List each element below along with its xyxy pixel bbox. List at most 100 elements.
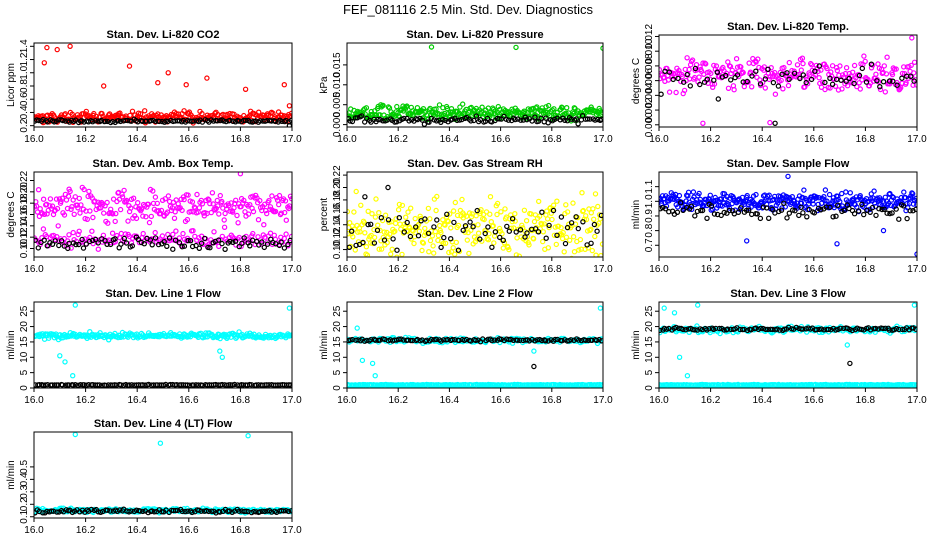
- y-tick-label: 20: [644, 321, 655, 333]
- data-point: [777, 327, 783, 333]
- data-point: [545, 245, 552, 251]
- data-point: [477, 236, 483, 242]
- data-point: [60, 117, 66, 124]
- data-point: [786, 59, 793, 66]
- data-point: [434, 193, 440, 200]
- plot-frame: [33, 301, 293, 389]
- x-tick-label: 16.6: [804, 395, 824, 406]
- data-point: [859, 65, 866, 72]
- x-tick-label: 16.6: [491, 395, 511, 406]
- x-tick-label: 16.6: [804, 264, 824, 275]
- data-point: [674, 209, 681, 215]
- data-point: [35, 245, 42, 251]
- chart-title: Stan. Dev. Li-820 Pressure: [406, 29, 543, 41]
- data-point: [512, 210, 518, 217]
- data-point: [475, 222, 481, 228]
- data-point: [681, 87, 688, 94]
- data-point: [688, 203, 695, 209]
- data-point: [149, 242, 155, 248]
- data-point: [504, 223, 510, 230]
- y-tick-label: 1.2: [19, 52, 30, 66]
- data-point: [743, 207, 750, 214]
- data-point: [450, 208, 457, 214]
- data-point: [794, 62, 801, 68]
- data-point: [800, 210, 806, 216]
- data-point: [835, 193, 841, 199]
- data-point: [86, 188, 92, 195]
- data-point: [585, 245, 592, 251]
- x-axis: 16.0 16.2 16.4 16.6 16.8 17.0: [649, 257, 927, 275]
- data-point: [541, 221, 547, 227]
- series-primary: [659, 173, 917, 257]
- data-point: [902, 194, 909, 201]
- y-tick-label: 0.000: [644, 112, 655, 137]
- data-point: [363, 105, 370, 111]
- data-point: [229, 382, 236, 388]
- data-point: [700, 120, 706, 127]
- y-tick-label: 15: [332, 336, 343, 348]
- data-point: [425, 205, 432, 212]
- data-point: [536, 198, 542, 205]
- data-point: [591, 216, 597, 222]
- data-point: [499, 230, 505, 237]
- data-point: [288, 332, 292, 338]
- data-point: [470, 223, 476, 230]
- y-tick-label: 5: [332, 369, 343, 375]
- data-point: [563, 202, 569, 208]
- data-point: [757, 81, 764, 87]
- y-tick-label: 0.14: [332, 215, 343, 235]
- data-point: [234, 212, 240, 219]
- data-point: [568, 220, 575, 226]
- data-point: [571, 110, 577, 117]
- data-point: [529, 118, 535, 124]
- data-point: [456, 117, 463, 123]
- data-point: [881, 206, 887, 212]
- data-point: [230, 239, 236, 245]
- data-points: [347, 305, 603, 388]
- data-point: [90, 214, 96, 221]
- data-point: [394, 103, 400, 110]
- data-point: [580, 207, 587, 214]
- data-point: [137, 508, 143, 514]
- data-point: [347, 231, 351, 237]
- data-point: [182, 508, 188, 515]
- x-tick-label: 16.4: [127, 264, 147, 275]
- data-point: [775, 83, 782, 89]
- data-point: [550, 202, 557, 208]
- data-point: [95, 246, 102, 252]
- data-point: [676, 354, 683, 360]
- data-point: [473, 212, 479, 219]
- data-point: [723, 72, 729, 79]
- data-point: [529, 336, 535, 343]
- data-point: [179, 207, 185, 214]
- data-point: [235, 220, 241, 226]
- data-point: [129, 243, 135, 249]
- data-point: [599, 338, 603, 344]
- data-points: [659, 302, 917, 388]
- data-point: [398, 226, 404, 232]
- data-point: [49, 203, 56, 209]
- data-point: [217, 509, 223, 515]
- data-point: [843, 78, 849, 84]
- data-point: [699, 207, 706, 214]
- data-point: [516, 259, 520, 263]
- data-point: [889, 71, 896, 78]
- data-point: [801, 187, 807, 193]
- chart-panel-4: Stan. Dev. Amb. Box Temp.16.0 16.2 16.4 16.…: [6, 158, 302, 275]
- data-point: [582, 337, 589, 343]
- data-point: [426, 119, 432, 125]
- data-point: [401, 229, 407, 235]
- data-point: [373, 196, 379, 202]
- y-axis-label: Licor ppm: [6, 63, 17, 107]
- y-tick-label: 0.010: [332, 72, 343, 97]
- data-point: [880, 227, 887, 234]
- data-point: [140, 230, 146, 237]
- data-point: [394, 247, 400, 253]
- data-point: [583, 382, 589, 388]
- data-points: [34, 432, 292, 516]
- data-point: [227, 117, 233, 124]
- data-point: [684, 55, 690, 61]
- data-point: [107, 508, 113, 514]
- data-point: [40, 116, 46, 123]
